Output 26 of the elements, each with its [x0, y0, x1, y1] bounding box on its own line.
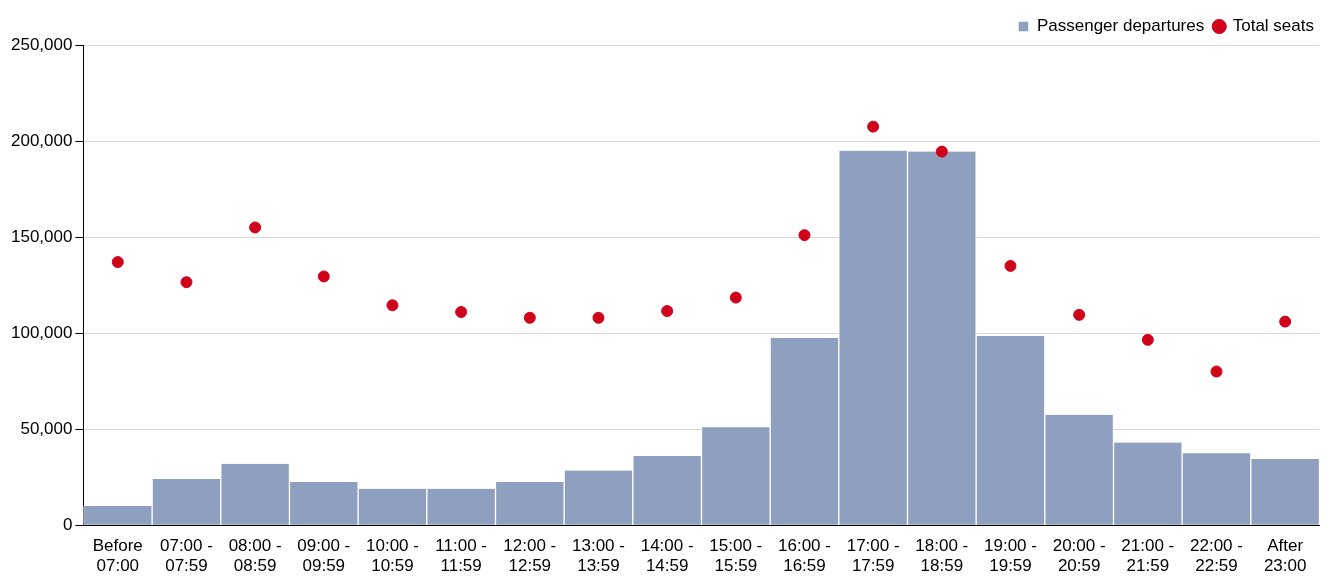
x-tick-label: 19:00 - 19:59	[984, 536, 1037, 576]
y-tick-label: 50,000	[20, 418, 73, 438]
x-tick-label: 17:00 - 17:59	[846, 536, 900, 576]
legend-label: Total seats	[1232, 16, 1314, 36]
x-tick-label: 22:00 - 22:59	[1190, 536, 1243, 576]
x-tick-label: 16:00 - 16:59	[778, 536, 831, 576]
x-tick-label: 14:00 - 14:59	[640, 536, 694, 576]
y-tick-label: 150,000	[11, 226, 73, 246]
x-tick-label: 07:00 - 07:59	[159, 536, 213, 576]
legend-label: Passenger departures	[1036, 16, 1205, 36]
x-tick-label: 09:00 - 09:59	[297, 536, 351, 576]
x-tick-label: Before 07:00	[92, 536, 143, 576]
y-tick-label: 0	[62, 514, 73, 534]
x-tick-label: After 23:00	[1263, 536, 1307, 576]
x-tick-label: 20:00 - 20:59	[1052, 536, 1106, 576]
y-tick-label: 200,000	[11, 130, 73, 150]
x-tick-label: 08:00 - 08:59	[228, 536, 282, 576]
x-tick-label: 10:00 - 10:59	[365, 536, 419, 576]
x-tick-label: 12:00 - 12:59	[503, 536, 557, 576]
x-tick-label: 21:00 - 21:59	[1121, 536, 1175, 576]
y-tick-label: 100,000	[11, 322, 73, 342]
x-tick-label: 18:00 - 18:59	[915, 536, 969, 576]
x-tick-label: 15:00 - 15:59	[709, 536, 763, 576]
x-tick-label: 11:00 - 11:59	[435, 536, 487, 576]
x-tick-label: 13:00 - 13:59	[572, 536, 625, 576]
y-tick-label: 250,000	[11, 34, 73, 54]
